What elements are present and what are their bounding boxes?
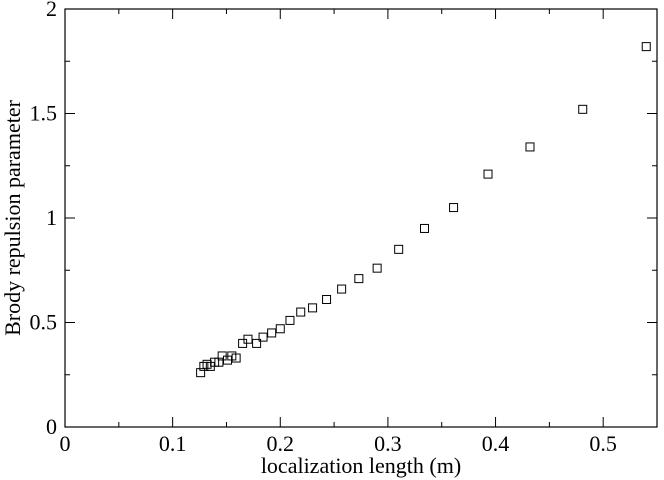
- data-point: [296, 307, 306, 317]
- x-tick-label: 0.3: [374, 431, 402, 456]
- y-tick-label: 2: [46, 0, 57, 21]
- data-point: [243, 334, 253, 344]
- x-tick-label: 0.4: [482, 431, 510, 456]
- y-tick-label: 1.5: [30, 101, 58, 126]
- data-point: [449, 203, 459, 213]
- data-point: [483, 169, 493, 179]
- data-point: [267, 328, 277, 338]
- y-axis-label: Brody repulsion parameter: [0, 99, 25, 335]
- data-point: [196, 368, 206, 378]
- data-point: [214, 357, 224, 367]
- data-point: [337, 284, 347, 294]
- x-tick-label: 0: [60, 431, 71, 456]
- data-point: [372, 263, 382, 273]
- data-point: [578, 104, 588, 114]
- data-point: [231, 353, 241, 363]
- data-point: [202, 359, 212, 369]
- data-point: [322, 295, 332, 305]
- x-tick-label: 0.5: [589, 431, 617, 456]
- y-tick-label: 0: [46, 414, 57, 439]
- data-point: [252, 338, 262, 348]
- data-point: [354, 274, 364, 284]
- data-point: [641, 42, 651, 52]
- plot-area: [64, 8, 658, 428]
- data-point: [285, 315, 295, 325]
- data-point: [394, 244, 404, 254]
- data-point: [308, 303, 318, 313]
- data-point: [420, 223, 430, 233]
- data-point: [525, 142, 535, 152]
- data-point: [199, 361, 209, 371]
- x-axis-label: localization length (m): [261, 453, 461, 478]
- data-point: [258, 332, 268, 342]
- plot-frame: [64, 8, 658, 428]
- x-tick-label: 0.2: [267, 431, 295, 456]
- y-tick-label: 1: [46, 205, 57, 230]
- y-tick-label: 0.5: [30, 310, 58, 335]
- x-tick-label: 0.1: [159, 431, 187, 456]
- data-point: [275, 324, 285, 334]
